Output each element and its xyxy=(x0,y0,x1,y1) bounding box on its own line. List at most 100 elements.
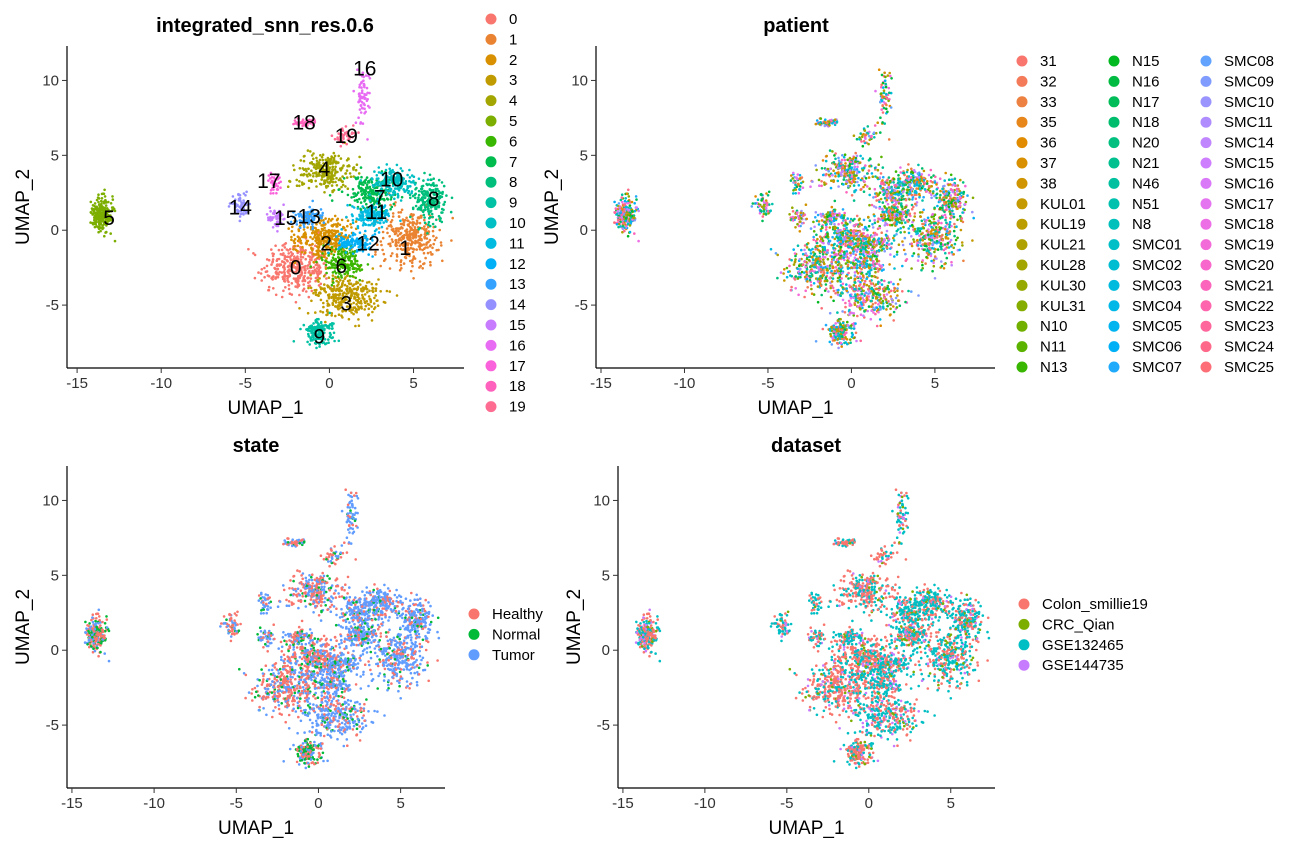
data-point xyxy=(842,178,846,181)
data-point xyxy=(331,274,335,277)
data-point xyxy=(315,272,319,275)
data-point xyxy=(893,287,897,290)
data-point xyxy=(859,283,862,286)
data-point xyxy=(355,310,359,314)
data-point xyxy=(877,303,880,306)
data-point xyxy=(832,299,835,303)
data-point xyxy=(823,181,826,184)
data-point xyxy=(331,165,335,169)
data-point xyxy=(841,240,845,244)
data-point xyxy=(363,92,366,96)
data-point xyxy=(932,264,936,268)
data-point xyxy=(342,177,346,180)
data-point xyxy=(315,156,318,160)
data-point xyxy=(866,172,869,175)
data-point xyxy=(815,244,819,248)
data-point xyxy=(917,255,920,258)
data-point xyxy=(860,303,864,306)
data-point xyxy=(818,244,822,248)
data-point xyxy=(910,223,914,227)
data-point xyxy=(301,245,304,249)
data-point xyxy=(259,272,263,275)
data-point xyxy=(307,167,310,171)
data-point xyxy=(845,283,848,286)
data-point xyxy=(815,233,818,237)
data-point xyxy=(826,271,829,275)
data-point xyxy=(422,213,426,217)
data-point xyxy=(368,289,371,293)
data-point xyxy=(923,218,926,221)
data-point xyxy=(827,242,831,246)
data-point xyxy=(852,180,856,184)
data-point xyxy=(843,311,847,314)
data-point xyxy=(342,279,345,283)
data-point xyxy=(294,285,297,288)
data-point xyxy=(878,318,882,321)
data-point xyxy=(324,217,327,220)
data-point xyxy=(353,306,357,309)
data-point xyxy=(323,191,326,194)
data-point xyxy=(336,287,339,291)
data-point xyxy=(831,273,835,277)
data-point xyxy=(346,164,349,168)
data-point xyxy=(319,271,322,275)
data-point xyxy=(332,322,335,325)
data-point xyxy=(901,264,904,268)
data-point xyxy=(943,262,946,266)
data-point xyxy=(327,338,330,341)
data-point xyxy=(845,274,848,278)
data-point xyxy=(296,282,300,285)
data-point xyxy=(412,277,415,280)
data-point xyxy=(811,247,814,251)
data-point xyxy=(288,247,292,251)
data-point xyxy=(321,224,325,227)
data-point xyxy=(403,218,407,222)
data-point xyxy=(288,269,292,273)
data-point xyxy=(265,258,269,261)
data-point xyxy=(389,254,393,258)
data-point xyxy=(440,211,443,214)
data-point xyxy=(307,295,311,299)
data-point xyxy=(324,267,328,270)
data-point xyxy=(309,265,313,268)
data-point xyxy=(97,227,101,230)
data-point xyxy=(355,288,359,292)
data-point xyxy=(349,175,353,178)
cluster-label: 14 xyxy=(229,197,253,220)
data-point xyxy=(334,180,337,184)
data-point xyxy=(330,283,334,287)
data-point xyxy=(846,267,850,270)
data-point xyxy=(429,178,433,181)
data-point xyxy=(351,205,354,208)
data-point xyxy=(331,256,335,260)
data-point xyxy=(949,238,953,242)
data-point xyxy=(280,295,284,299)
data-point xyxy=(309,235,312,239)
data-point xyxy=(411,217,414,221)
data-point xyxy=(803,260,807,263)
data-point xyxy=(813,225,816,229)
data-point xyxy=(294,300,298,304)
data-point xyxy=(373,296,376,300)
data-point xyxy=(934,232,937,236)
data-point xyxy=(268,206,272,209)
data-point xyxy=(932,222,936,225)
data-point xyxy=(345,169,349,172)
data-point xyxy=(270,263,273,266)
data-point xyxy=(336,217,340,221)
data-point xyxy=(328,194,332,197)
data-point xyxy=(870,290,873,293)
data-point xyxy=(319,154,322,157)
data-point xyxy=(352,195,356,199)
data-point xyxy=(282,203,285,206)
data-point xyxy=(950,263,953,267)
data-point xyxy=(912,238,915,241)
data-point xyxy=(292,340,296,343)
data-point xyxy=(840,249,844,253)
data-point xyxy=(326,220,330,224)
data-point xyxy=(307,179,311,182)
data-point xyxy=(808,255,811,259)
data-point xyxy=(854,223,858,226)
data-point xyxy=(879,308,882,311)
data-point xyxy=(867,287,870,291)
